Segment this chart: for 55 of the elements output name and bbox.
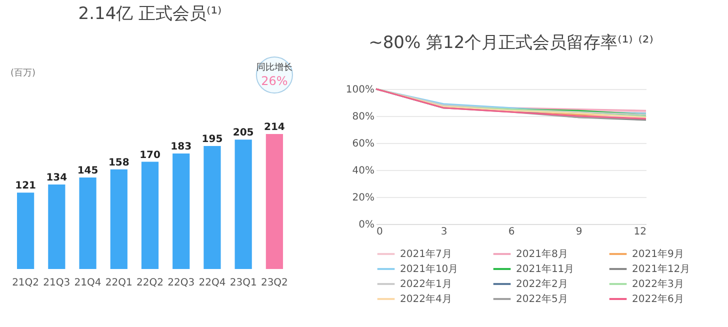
legend-label: 2022年2月	[516, 278, 568, 290]
bar	[110, 169, 128, 269]
data-label: 214	[264, 122, 285, 133]
legend-label: 2022年3月	[632, 278, 684, 290]
legend-label: 2022年1月	[400, 278, 452, 290]
x-tick-label: 21Q2	[12, 278, 40, 288]
x-tick-label: 12	[634, 226, 646, 238]
x-tick-label: 3	[440, 226, 448, 238]
x-tick-label: 22Q1	[105, 278, 132, 288]
data-label: 134	[46, 172, 68, 184]
bar	[234, 140, 252, 269]
x-tick-label: 22Q2	[136, 278, 164, 288]
y-tick-label: 100%	[346, 84, 374, 96]
x-tick-label: 22Q4	[198, 278, 226, 288]
x-tick-label: 21Q3	[43, 278, 70, 288]
y-tick-label: 20%	[352, 192, 374, 204]
y-tick-label: 80%	[352, 112, 374, 122]
x-tick-label: 6	[508, 226, 515, 238]
legend-label: 2021年12月	[632, 263, 690, 275]
data-label: 158	[108, 157, 130, 168]
bar	[141, 162, 159, 269]
legend-label: 2021年8月	[516, 248, 568, 260]
data-label: 145	[77, 166, 98, 177]
legend-label: 2022年6月	[632, 293, 684, 305]
text: 同比增长	[256, 62, 292, 73]
legend-label: 2021年10月	[400, 263, 458, 275]
data-label: 183	[170, 142, 192, 153]
text: 26%	[261, 74, 288, 88]
bar	[48, 184, 66, 269]
bar	[172, 154, 190, 269]
data-label: 121	[15, 180, 36, 192]
data-label: 205	[232, 128, 254, 139]
legend-label: 2021年7月	[400, 248, 452, 260]
data-label: 170	[140, 150, 160, 161]
bar	[204, 146, 221, 269]
x-tick-label: 0	[376, 226, 383, 238]
data-label: 195	[202, 134, 223, 145]
bar	[17, 192, 34, 269]
y-tick-label: 0%	[358, 220, 374, 230]
x-tick-label: 9	[576, 226, 582, 238]
x-tick-label: 23Q2	[260, 278, 288, 288]
legend-label: 2022年4月	[400, 293, 452, 305]
x-tick-label: 23Q1	[230, 278, 257, 288]
x-tick-label: 21Q4	[74, 278, 102, 288]
legend-label: 2021年9月	[632, 248, 684, 260]
x-tick-label: 22Q3	[168, 278, 195, 288]
y-tick-label: 60%	[352, 138, 374, 150]
legend-label: 2021年11月	[516, 263, 574, 275]
y-tick-label: 40%	[352, 166, 374, 176]
y-axis-title: (百万)	[10, 68, 36, 78]
bar	[79, 178, 96, 269]
chart-title: ~80% 第12个月正式会员留存率⁽¹⁾ ⁽²⁾	[368, 33, 654, 53]
chart-title: 2.14亿 正式会员⁽¹⁾	[78, 4, 222, 24]
bar	[266, 134, 283, 269]
legend-label: 2022年5月	[516, 293, 568, 305]
